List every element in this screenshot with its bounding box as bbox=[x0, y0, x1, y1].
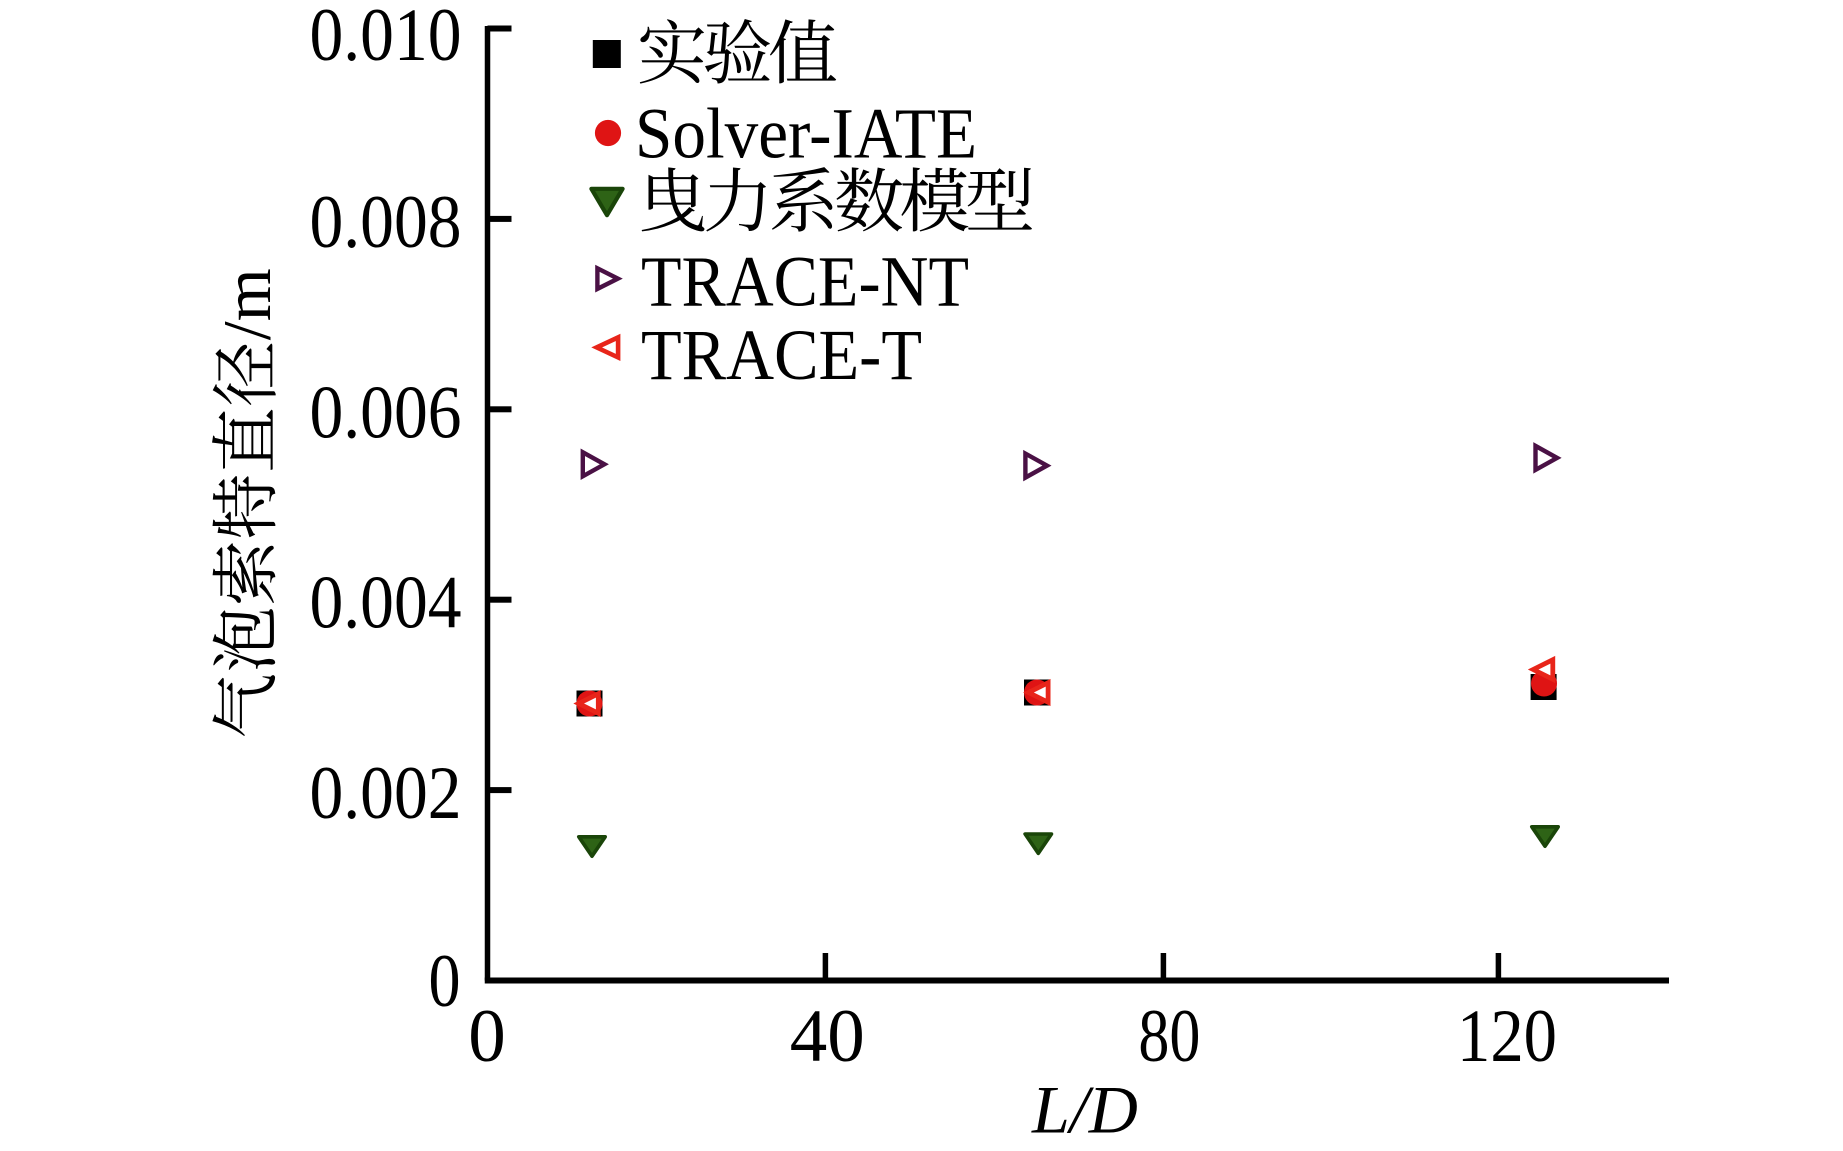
svg-text:0: 0 bbox=[468, 995, 506, 1078]
svg-text:40: 40 bbox=[790, 995, 865, 1078]
svg-text:/m: /m bbox=[209, 268, 285, 340]
svg-text:0.002: 0.002 bbox=[310, 752, 462, 835]
svg-text:0: 0 bbox=[429, 940, 461, 1023]
svg-text:120: 120 bbox=[1457, 995, 1557, 1078]
svg-text:Solver-IATE: Solver-IATE bbox=[635, 93, 977, 173]
svg-text:0.008: 0.008 bbox=[310, 181, 462, 264]
svg-text:80: 80 bbox=[1138, 995, 1200, 1078]
svg-text:0.010: 0.010 bbox=[310, 0, 462, 77]
svg-text:0.004: 0.004 bbox=[310, 562, 462, 645]
svg-text:TRACE-NT: TRACE-NT bbox=[641, 242, 969, 322]
svg-text:0.006: 0.006 bbox=[310, 371, 462, 454]
svg-text:L/D: L/D bbox=[1031, 1072, 1138, 1147]
svg-text:TRACE-T: TRACE-T bbox=[641, 315, 922, 395]
